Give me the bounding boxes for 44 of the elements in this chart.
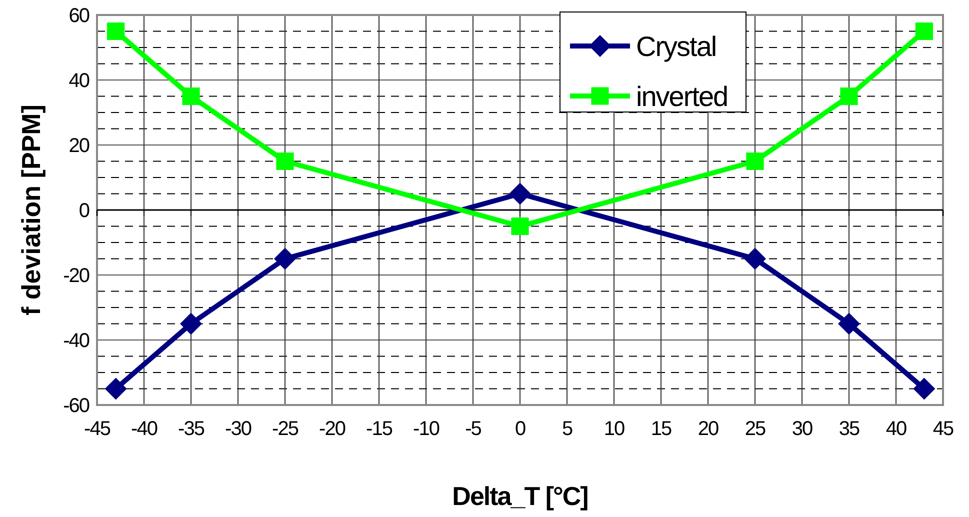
point [913,378,936,400]
y-tick-label: -40 [63,330,90,352]
x-tick-label: 35 [838,418,860,440]
y-tick-label: 60 [68,5,90,27]
y-axis-title: f deviation [PPM] [16,104,46,316]
point [838,312,860,335]
legend-label: Crystal [636,31,716,62]
x-tick-label: -5 [465,418,482,440]
x-tick-label: -10 [413,418,440,440]
y-tick-label: -60 [63,395,90,417]
point [107,22,125,40]
x-tick-label: -20 [319,418,346,440]
x-tick-label: 25 [744,418,766,440]
x-tick-label: 20 [698,418,719,440]
x-tick-label: 5 [562,418,573,440]
x-tick-label: 45 [932,418,954,440]
x-axis-title: Delta_T [°C] [452,481,588,511]
point [104,378,127,400]
x-tick-label: -30 [225,418,252,440]
y-tick-label: 0 [78,200,90,222]
x-tick-label: 30 [792,418,813,440]
y-tick-label: -20 [63,265,90,287]
x-tick-label: 0 [514,418,526,440]
point [509,182,531,205]
x-tick-label: 40 [886,418,907,440]
point [744,248,766,270]
point [276,152,294,170]
x-tick-label: -45 [84,418,111,440]
y-tick-label: 40 [68,70,90,92]
point [840,87,858,106]
point [915,22,933,40]
x-tick-label: 10 [604,418,625,440]
x-tick-label: -40 [131,418,158,440]
x-tick-label: -35 [178,418,205,440]
point [274,248,296,270]
legend-label: inverted [636,81,728,112]
point [511,217,529,236]
point [180,312,202,335]
point [182,87,200,106]
point [746,152,764,170]
x-tick-label: -15 [366,418,393,440]
x-tick-label: 15 [650,418,672,440]
x-tick-label: -25 [272,418,299,440]
y-tick-label: 20 [68,135,90,157]
